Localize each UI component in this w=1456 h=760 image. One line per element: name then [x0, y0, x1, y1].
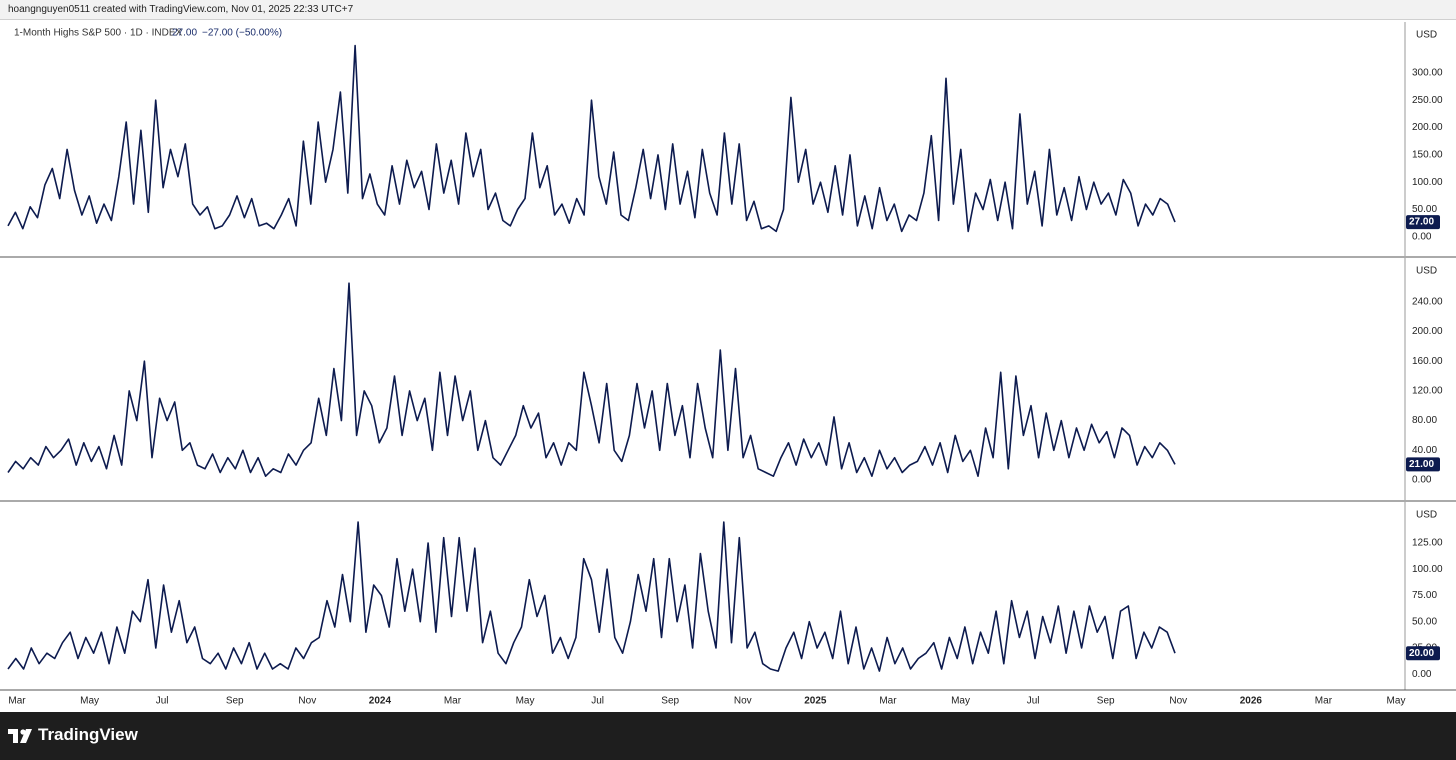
y-tick-label: 200.00 — [1412, 122, 1443, 133]
y-tick-label: 50.00 — [1412, 616, 1437, 627]
x-tick-label: May — [951, 696, 970, 707]
y-tick-label: 125.00 — [1412, 538, 1443, 549]
y-tick-label: 40.00 — [1412, 445, 1437, 456]
x-tick-label: May — [516, 696, 535, 707]
y-tick-label: 0.00 — [1412, 669, 1432, 680]
y-tick-label: 150.00 — [1412, 149, 1443, 160]
currency-label: USD — [1416, 30, 1437, 41]
line-series — [7, 521, 1176, 672]
legend-value: 27.00 — [172, 28, 197, 39]
x-tick-label: Jul — [591, 696, 604, 707]
x-tick-label: Nov — [298, 696, 316, 707]
x-tick-label: 2025 — [804, 696, 827, 707]
x-tick-label: Sep — [1097, 696, 1115, 707]
x-tick-label: Jul — [156, 696, 169, 707]
currency-label: USD — [1416, 266, 1437, 277]
y-tick-label: 0.00 — [1412, 232, 1432, 243]
y-tick-label: 0.00 — [1412, 475, 1432, 486]
x-tick-label: Mar — [8, 696, 26, 707]
y-tick-label: 240.00 — [1412, 296, 1443, 307]
legend-title: 1-Month Highs S&P 500 · 1D · INDEX — [14, 28, 183, 39]
line-series — [7, 282, 1176, 477]
header: hoangnguyen0511 created with TradingView… — [0, 0, 1456, 20]
y-tick-label: 100.00 — [1412, 177, 1443, 188]
x-tick-label: 2026 — [1240, 696, 1263, 707]
x-tick-label: May — [1387, 696, 1406, 707]
last-value-box — [1406, 215, 1440, 230]
last-value-label: 20.00 — [1409, 648, 1434, 659]
legend-change: −27.00 (−50.00%) — [202, 28, 282, 39]
x-tick-label: Mar — [444, 696, 462, 707]
y-tick-label: 160.00 — [1412, 356, 1443, 367]
x-tick-label: Jul — [1027, 696, 1040, 707]
logo — [8, 729, 32, 743]
plot-background — [0, 21, 1456, 712]
y-tick-label: 200.00 — [1412, 326, 1443, 337]
y-tick-label: 100.00 — [1412, 564, 1443, 575]
x-tick-label: Nov — [734, 696, 752, 707]
x-tick-label: Sep — [226, 696, 244, 707]
x-tick-label: Sep — [661, 696, 679, 707]
last-value-box — [1406, 646, 1440, 661]
y-tick-label: 80.00 — [1412, 415, 1437, 426]
y-tick-label: 50.00 — [1412, 204, 1437, 215]
last-value-label: 27.00 — [1409, 217, 1434, 228]
line-series — [7, 44, 1176, 233]
footer: TradingView — [0, 712, 1456, 760]
last-value-box — [1406, 457, 1440, 472]
currency-label: USD — [1416, 510, 1437, 521]
last-value-label: 21.00 — [1409, 459, 1434, 470]
y-tick-label: 250.00 — [1412, 95, 1443, 106]
x-tick-label: Mar — [1315, 696, 1333, 707]
y-tick-label: 120.00 — [1412, 386, 1443, 397]
x-tick-label: Nov — [1169, 696, 1187, 707]
y-tick-label: 300.00 — [1412, 67, 1443, 78]
y-tick-label: 75.00 — [1412, 590, 1437, 601]
x-tick-label: 2024 — [369, 696, 392, 707]
x-tick-label: Mar — [879, 696, 897, 707]
chart: USD 0.00 50.00 100.00 150.00 200.00 250.00 300.… — [0, 21, 1456, 712]
brand: TradingView — [38, 725, 138, 744]
x-tick-label: May — [80, 696, 99, 707]
